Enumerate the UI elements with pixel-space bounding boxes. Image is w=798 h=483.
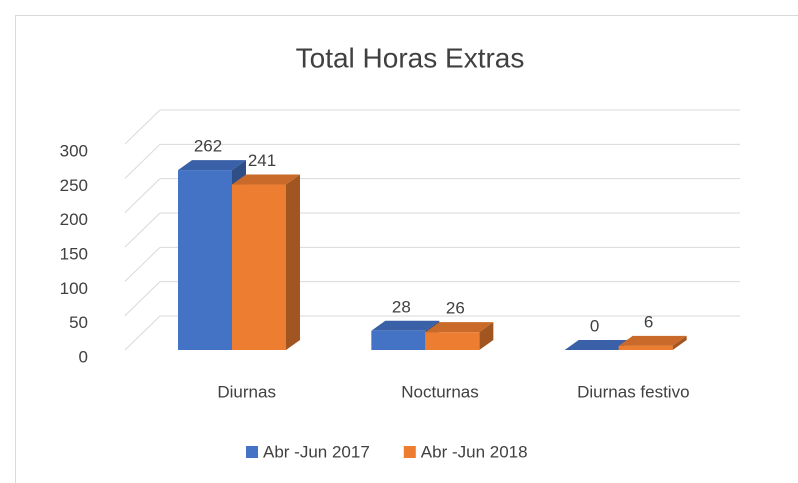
grid-line bbox=[124, 109, 161, 145]
bar-side bbox=[286, 174, 300, 350]
y-tick-label: 250 bbox=[60, 176, 88, 195]
y-tick-label: 150 bbox=[60, 244, 88, 263]
legend-label: Abr -Jun 2018 bbox=[421, 442, 528, 461]
data-label: 28 bbox=[392, 297, 411, 316]
legend-label: Abr -Jun 2017 bbox=[263, 442, 370, 461]
bar bbox=[232, 184, 286, 350]
grid-line bbox=[124, 178, 161, 214]
y-tick-label: 300 bbox=[60, 141, 88, 160]
bar-top bbox=[564, 340, 633, 350]
y-tick-label: 50 bbox=[69, 313, 88, 332]
chart-title: Total Horas Extras bbox=[296, 42, 525, 73]
bar bbox=[618, 345, 673, 350]
chart-border bbox=[15, 15, 798, 483]
bar-top bbox=[232, 174, 300, 185]
legend-swatch bbox=[403, 446, 416, 458]
grid-line bbox=[124, 315, 161, 351]
grid-line bbox=[124, 212, 161, 248]
y-tick-label: 100 bbox=[60, 279, 88, 298]
x-tick-label: Diurnas festivo bbox=[577, 382, 689, 401]
bar-side bbox=[672, 335, 687, 350]
bar-top bbox=[371, 320, 440, 331]
y-tick-label: 200 bbox=[60, 210, 88, 229]
bar bbox=[425, 332, 480, 350]
x-tick-label: Diurnas bbox=[217, 382, 276, 401]
y-tick-label: 0 bbox=[79, 347, 88, 366]
bar-top bbox=[178, 160, 246, 171]
data-label: 26 bbox=[446, 299, 465, 318]
data-label: 262 bbox=[194, 137, 222, 156]
x-tick-label: Nocturnas bbox=[401, 382, 478, 401]
grid-line bbox=[124, 281, 161, 317]
legend-swatch bbox=[246, 446, 258, 458]
data-label: 0 bbox=[590, 316, 599, 335]
grid-line bbox=[124, 246, 161, 282]
grid-line bbox=[124, 143, 161, 179]
bar-side bbox=[479, 322, 494, 350]
bar bbox=[178, 170, 232, 350]
data-label: 6 bbox=[644, 312, 653, 331]
bar-top bbox=[618, 335, 687, 346]
bar bbox=[371, 330, 426, 350]
data-label: 241 bbox=[248, 151, 276, 170]
bar-top bbox=[425, 322, 494, 333]
